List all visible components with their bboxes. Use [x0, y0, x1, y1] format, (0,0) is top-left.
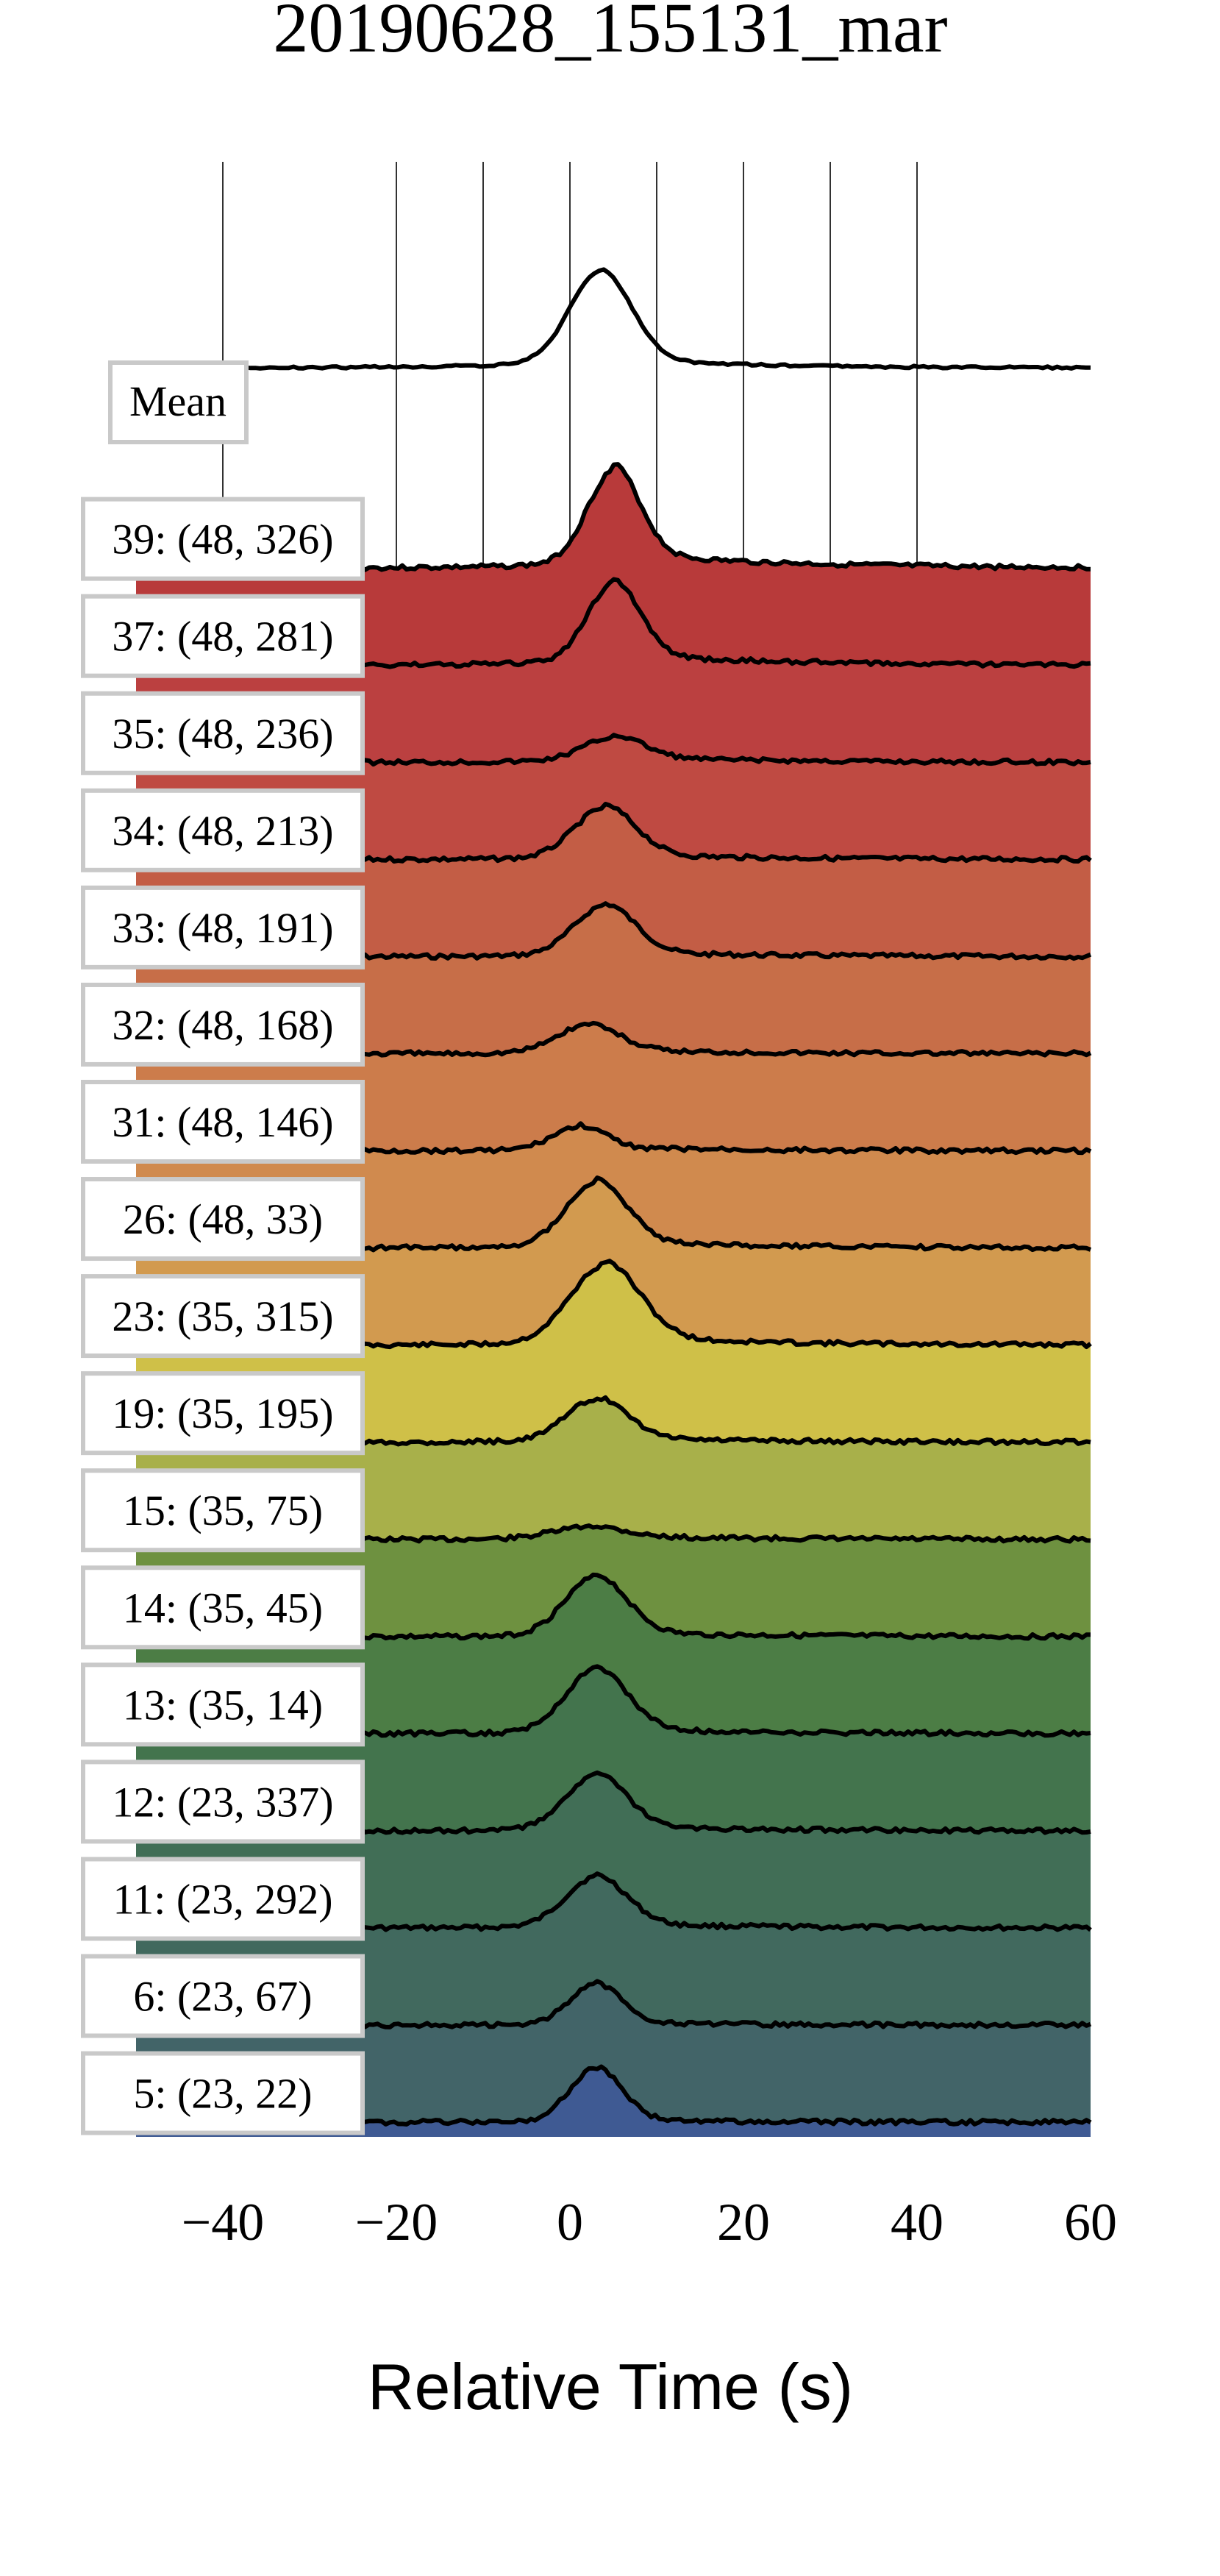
ridge-trace	[342, 733, 1091, 767]
series-label-box	[81, 1954, 365, 2038]
mean-label-text: Mean	[129, 377, 226, 425]
series-label-text: 13: (35, 14)	[123, 1681, 323, 1729]
series-label: 13: (35, 14)	[81, 1662, 365, 1747]
ridge-trace	[342, 901, 1092, 961]
series-labels: 39: (48, 326) 37: (48, 281) 35: (48, 236) 3…	[81, 360, 365, 2135]
x-tick-label: 60	[1064, 2193, 1117, 2252]
series-label-box	[81, 1274, 365, 1359]
ridge-trace	[343, 1121, 1092, 1156]
series-label: 6: (23, 67)	[81, 1954, 365, 2038]
ridge-area	[136, 1981, 1091, 2137]
series-label-box	[81, 1565, 365, 1650]
series-label: 5: (23, 22)	[81, 2051, 365, 2135]
chart-title: 20190628_155131_mar	[273, 0, 947, 67]
series-label-box	[81, 1857, 365, 1941]
series-label: 31: (48, 146)	[81, 1079, 365, 1164]
x-tick-label: 0	[557, 2193, 583, 2252]
ridge-trace	[342, 1664, 1091, 1738]
x-tick-label: −20	[355, 2193, 438, 2252]
series-label: 26: (48, 33)	[81, 1177, 365, 1262]
series-label-text: 34: (48, 213)	[112, 807, 333, 855]
series-label-box	[81, 1468, 365, 1553]
series-label: 35: (48, 236)	[81, 691, 365, 775]
series-label-box	[81, 1079, 365, 1164]
x-tick-label: 40	[891, 2193, 943, 2252]
ridge-trace	[342, 1979, 1092, 2029]
ridges	[136, 462, 1092, 2138]
series-label-box	[81, 982, 365, 1067]
x-tick-labels: −40 −20 0 20 40 60	[182, 2193, 1117, 2252]
mean-label-box	[108, 360, 249, 444]
ridge-trace	[342, 1523, 1091, 1544]
series-label-box	[81, 1760, 365, 1844]
series-label: 12: (23, 337)	[81, 1760, 365, 1844]
series-label-box	[81, 691, 365, 775]
series-label: 37: (48, 281)	[81, 594, 365, 678]
series-label: 34: (48, 213)	[81, 788, 365, 872]
series-label-text: 11: (23, 292)	[113, 1875, 332, 1923]
series-label-text: 33: (48, 191)	[112, 904, 333, 952]
series-label-box	[81, 497, 365, 581]
ridge-area	[136, 2066, 1091, 2137]
ridge-trace	[342, 1572, 1091, 1641]
ridge-trace	[342, 802, 1092, 864]
ridge-trace	[342, 1770, 1091, 1835]
series-label-text: 32: (48, 168)	[112, 1001, 333, 1049]
series-label: 11: (23, 292)	[81, 1857, 365, 1941]
ridge-trace	[342, 462, 1091, 572]
mean-label: Mean	[108, 360, 249, 444]
series-label-text: 26: (48, 33)	[123, 1195, 323, 1243]
series-label: 39: (48, 326)	[81, 497, 365, 581]
series-label-text: 39: (48, 326)	[112, 516, 333, 563]
ridge-trace	[342, 1175, 1092, 1253]
series-label-text: 6: (23, 67)	[133, 1973, 312, 2021]
series-label-text: 23: (35, 315)	[112, 1292, 333, 1340]
ridge-trace	[342, 2064, 1092, 2127]
x-tick-label: 20	[717, 2193, 770, 2252]
series-label: 15: (35, 75)	[81, 1468, 365, 1553]
series-label: 32: (48, 168)	[81, 982, 365, 1067]
series-label: 23: (35, 315)	[81, 1274, 365, 1359]
ridge-trace	[342, 577, 1091, 669]
series-label-text: 31: (48, 146)	[112, 1098, 333, 1146]
mean-trace-line	[135, 267, 1091, 371]
series-label-box	[81, 788, 365, 872]
x-axis-label: Relative Time (s)	[368, 2350, 853, 2423]
series-label-box	[81, 1177, 365, 1262]
x-tick-label: −40	[182, 2193, 265, 2252]
series-label: 14: (35, 45)	[81, 1565, 365, 1650]
series-label: 33: (48, 191)	[81, 885, 365, 969]
series-label-text: 19: (35, 195)	[112, 1390, 333, 1437]
series-label-box	[81, 1371, 365, 1456]
series-label-box	[81, 594, 365, 678]
series-label-box	[81, 2051, 365, 2135]
series-label: 19: (35, 195)	[81, 1371, 365, 1456]
series-label-text: 15: (35, 75)	[123, 1487, 323, 1534]
series-label-text: 37: (48, 281)	[112, 613, 333, 661]
ridge-trace	[342, 1259, 1092, 1350]
mean-trace	[135, 267, 1091, 371]
series-label-text: 12: (23, 337)	[112, 1778, 333, 1826]
series-label-box	[81, 1662, 365, 1747]
series-label-text: 35: (48, 236)	[112, 710, 333, 758]
ridge-trace	[342, 1020, 1092, 1058]
ridge-trace	[343, 1871, 1092, 1932]
series-label-text: 5: (23, 22)	[133, 2070, 312, 2118]
ridge-trace	[342, 1395, 1091, 1447]
series-label-box	[81, 885, 365, 969]
series-label-text: 14: (35, 45)	[123, 1584, 323, 1632]
